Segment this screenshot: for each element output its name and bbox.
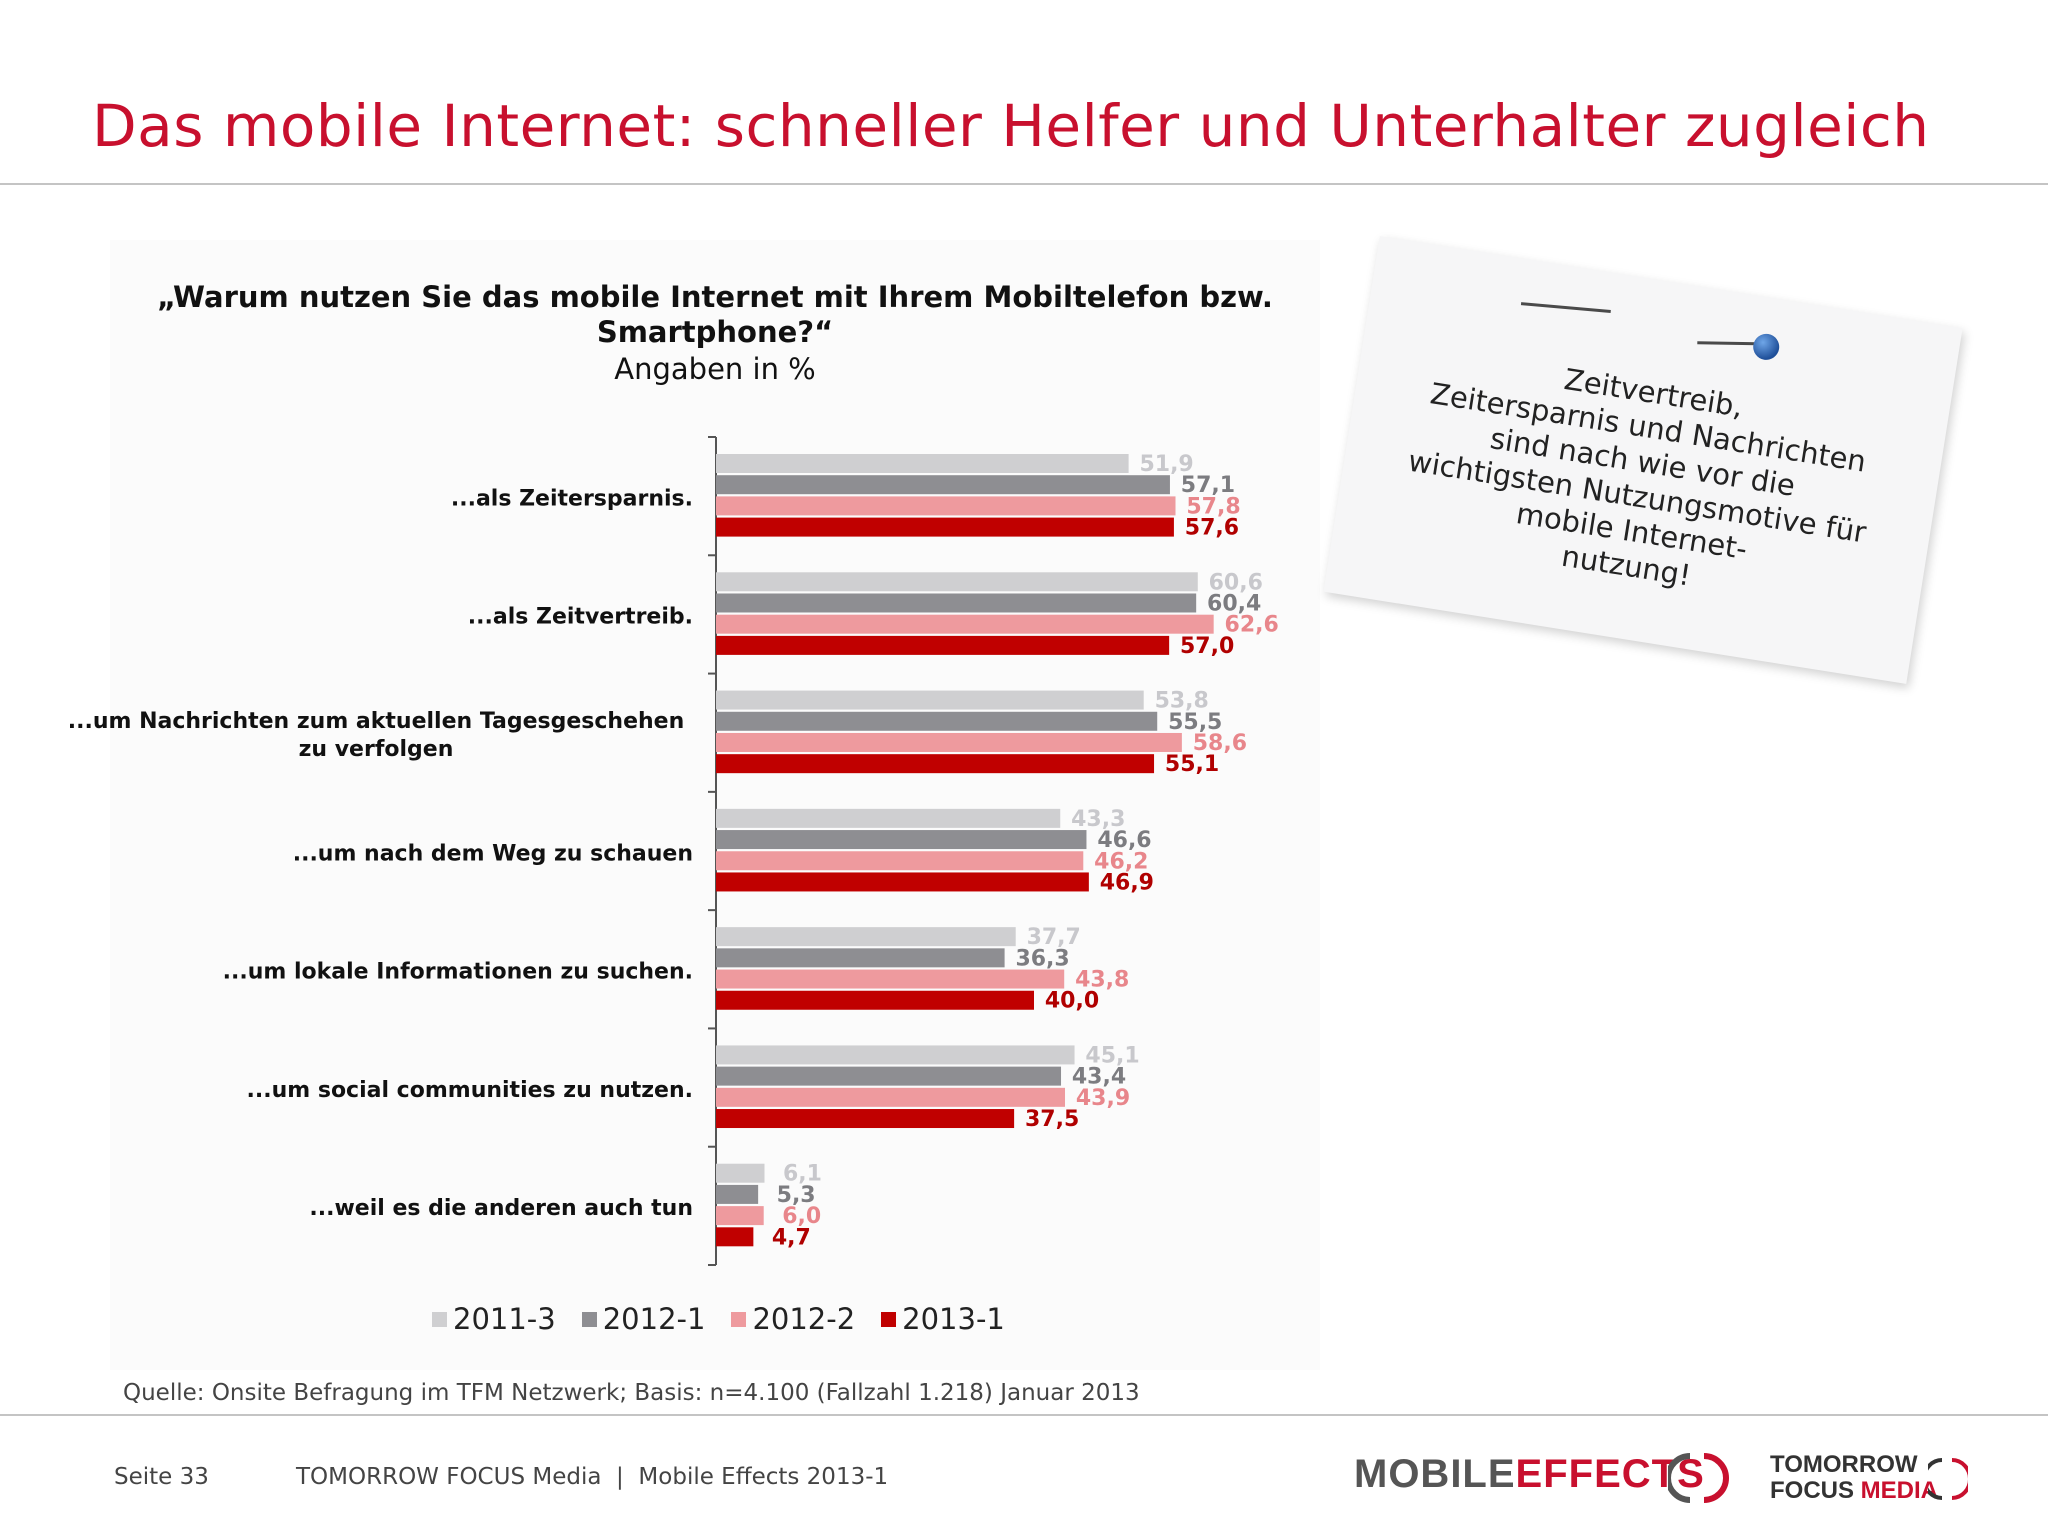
logo-mobile-word: MOBILE xyxy=(1354,1452,1516,1496)
data-label: 55,1 xyxy=(1165,752,1219,777)
bar xyxy=(716,1163,765,1183)
data-label: 36,3 xyxy=(1015,946,1069,971)
chart-subtitle: Angaben in % xyxy=(614,352,816,386)
bar xyxy=(716,1087,1066,1107)
data-label: 37,5 xyxy=(1025,1107,1079,1132)
pin-needle-left xyxy=(1520,302,1611,313)
category-label: ...um Nachrichten zum aktuellen Tagesges… xyxy=(68,709,685,762)
data-label: 43,8 xyxy=(1075,968,1129,993)
bar xyxy=(716,1184,759,1204)
logo-media: MEDIA xyxy=(1860,1477,1939,1504)
bar xyxy=(716,1045,1075,1065)
bar xyxy=(716,851,1084,871)
chart-title: „Warum nutzen Sie das mobile Internet mi… xyxy=(140,280,1290,350)
category-label: ...als Zeitersparnis. xyxy=(451,486,693,511)
bar xyxy=(716,635,1170,655)
legend-label-2011-3: 2011-3 xyxy=(453,1302,556,1336)
category-label: ...um social communities zu nutzen. xyxy=(247,1078,693,1103)
legend-item-2011-3: 2011-3 xyxy=(432,1302,556,1336)
category-label: ...weil es die anderen auch tun xyxy=(309,1196,693,1221)
data-label: 46,2 xyxy=(1094,849,1148,874)
bar xyxy=(716,732,1182,752)
data-label: 6,0 xyxy=(782,1204,821,1229)
data-label: 57,0 xyxy=(1180,634,1234,659)
bar xyxy=(716,990,1034,1010)
footer-brand: TOMORROW FOCUS Media | Mobile Effects 20… xyxy=(296,1464,889,1490)
chart-legend: 2011-3 2012-1 2012-2 2013-1 xyxy=(432,1302,1005,1336)
data-label: 60,6 xyxy=(1209,570,1263,595)
title-divider xyxy=(0,183,2048,185)
data-label: 57,6 xyxy=(1185,516,1239,541)
pin-needle xyxy=(1697,341,1758,346)
data-label: 60,4 xyxy=(1207,591,1261,616)
bar xyxy=(716,1109,1015,1129)
legend-label-2013-1: 2013-1 xyxy=(902,1302,1005,1336)
bar xyxy=(716,496,1176,516)
data-label: 46,9 xyxy=(1100,870,1154,895)
bar xyxy=(716,927,1016,947)
bar xyxy=(716,830,1087,850)
mobile-effects-logo-mark xyxy=(1668,1453,1729,1503)
legend-item-2012-1: 2012-1 xyxy=(581,1302,706,1336)
data-label: 45,1 xyxy=(1085,1043,1139,1068)
page-title: Das mobile Internet: schneller Helfer un… xyxy=(92,92,1930,160)
data-label: 40,0 xyxy=(1045,989,1099,1014)
data-label: 53,8 xyxy=(1155,689,1209,714)
mobile-effects-logo: MOBILEEFFECTS xyxy=(1354,1452,1705,1497)
bar xyxy=(716,711,1158,731)
source-note: Quelle: Onsite Befragung im TFM Netzwerk… xyxy=(123,1380,1140,1406)
data-label: 43,9 xyxy=(1076,1086,1130,1111)
footer-page-number: Seite 33 xyxy=(114,1464,209,1490)
data-label: 43,3 xyxy=(1071,807,1125,832)
data-label: 58,6 xyxy=(1193,731,1247,756)
category-label: ...als Zeitvertreib. xyxy=(468,605,693,630)
bar xyxy=(716,754,1155,774)
data-label: 62,6 xyxy=(1225,613,1279,638)
data-label: 37,7 xyxy=(1027,925,1081,950)
legend-swatch-2012-2 xyxy=(731,1311,747,1327)
pushpin-icon xyxy=(1751,332,1782,362)
data-label: 6,1 xyxy=(783,1162,822,1187)
data-label: 5,3 xyxy=(777,1183,816,1208)
bar xyxy=(716,690,1144,710)
note-text: Zeitvertreib, Zeitersparnis und Nachrich… xyxy=(1362,335,1918,625)
bar xyxy=(716,1066,1062,1086)
data-label: 57,1 xyxy=(1181,473,1235,498)
data-label: 51,9 xyxy=(1139,452,1193,477)
data-label: 46,6 xyxy=(1097,828,1151,853)
data-label: 57,8 xyxy=(1186,494,1240,519)
footer-divider xyxy=(0,1414,2048,1416)
tomorrow-focus-media-logo: TOMORROW FOCUS MEDIA xyxy=(1770,1452,1938,1504)
data-label: 4,7 xyxy=(772,1225,811,1250)
bar xyxy=(716,1206,764,1226)
bar xyxy=(716,948,1005,968)
legend-swatch-2013-1 xyxy=(881,1311,897,1327)
bar xyxy=(716,969,1065,989)
legend-item-2013-1: 2013-1 xyxy=(881,1302,1005,1336)
logo-focus: FOCUS xyxy=(1770,1477,1854,1504)
chart-title-line-1: „Warum nutzen Sie das mobile Internet mi… xyxy=(157,280,1273,314)
bar xyxy=(716,593,1197,613)
legend-item-2012-2: 2012-2 xyxy=(731,1302,855,1336)
legend-label-2012-1: 2012-1 xyxy=(602,1302,706,1336)
bar xyxy=(716,1227,754,1247)
data-label: 43,4 xyxy=(1072,1065,1126,1090)
bar xyxy=(716,808,1061,828)
category-label: ...um lokale Informationen zu suchen. xyxy=(223,960,693,985)
legend-swatch-2011-3 xyxy=(432,1311,447,1327)
chart-title-line-2: Smartphone?“ xyxy=(596,315,834,349)
data-label: 55,5 xyxy=(1168,710,1222,735)
bar xyxy=(716,872,1089,892)
legend-label-2012-2: 2012-2 xyxy=(752,1302,856,1336)
bar xyxy=(716,614,1214,634)
bar xyxy=(716,517,1174,537)
bar xyxy=(716,572,1198,592)
bar xyxy=(716,475,1170,495)
tomorrow-focus-logo-mark xyxy=(1928,1458,1968,1500)
category-label: ...um nach dem Weg zu schauen xyxy=(293,841,693,866)
logo-tomorrow: TOMORROW xyxy=(1770,1451,1918,1478)
bar xyxy=(716,454,1129,473)
legend-swatch-2012-1 xyxy=(581,1311,597,1327)
